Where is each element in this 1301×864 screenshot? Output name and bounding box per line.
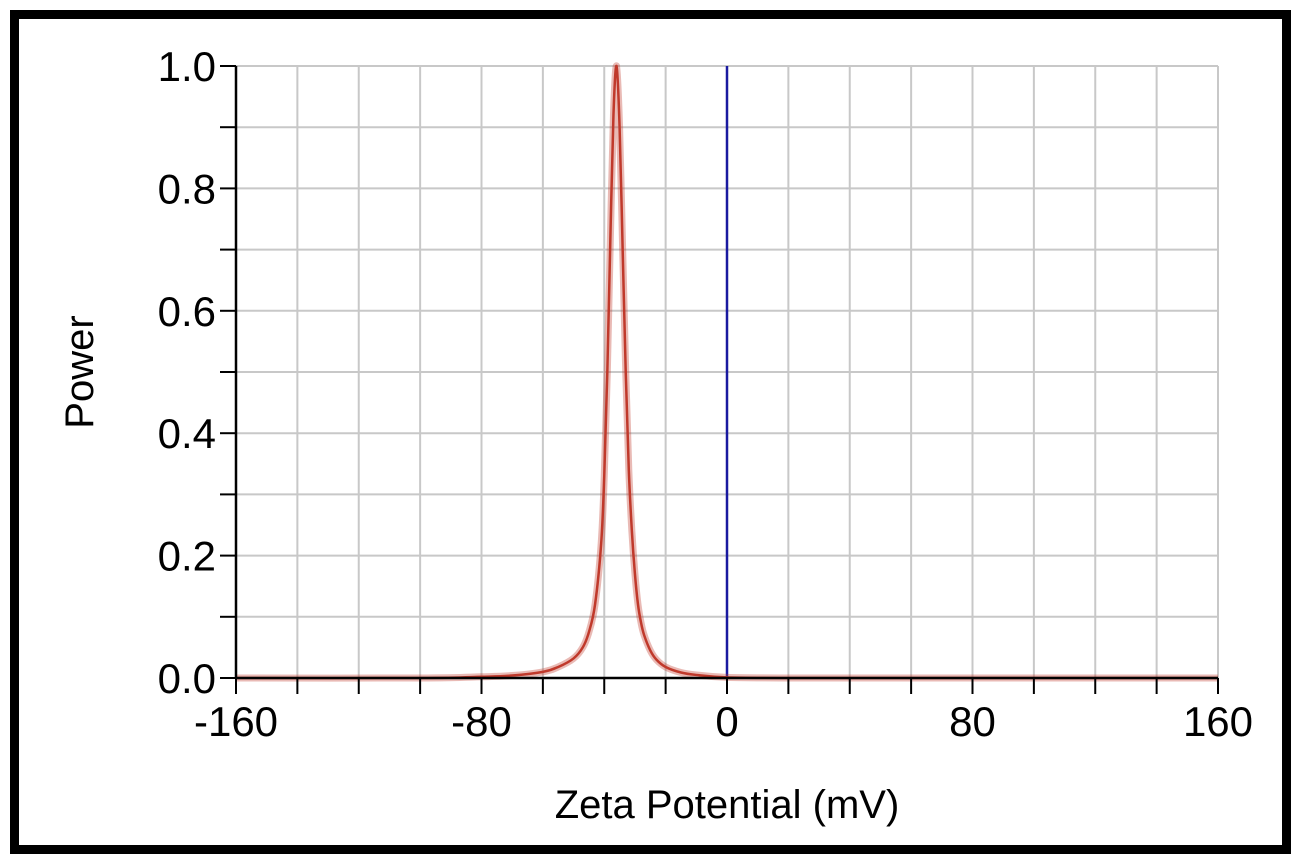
y-tick-label: 0.8 [158,165,216,212]
series-group [235,62,1218,682]
x-tick-label: -80 [451,698,512,745]
y-axis-title: Power [58,315,102,428]
tick-labels: -160 -80 0 80 160 0.0 0.2 0.4 0.6 0.8 1.0 [158,43,1253,745]
y-tick-label: 0.4 [158,410,216,457]
x-tick-label: 160 [1183,698,1253,745]
series-line [235,64,1218,680]
y-tick-label: 1.0 [158,43,216,90]
x-tick-label: 0 [715,698,738,745]
y-tick-label: 0.0 [158,655,216,702]
chart-frame [10,10,1291,854]
x-tick-label: 80 [949,698,996,745]
y-tick-label: 0.2 [158,533,216,580]
y-tick-label: 0.6 [158,288,216,335]
x-axis-title: Zeta Potential (mV) [555,783,900,827]
axes [220,65,1219,694]
x-tick-label: -160 [194,698,278,745]
